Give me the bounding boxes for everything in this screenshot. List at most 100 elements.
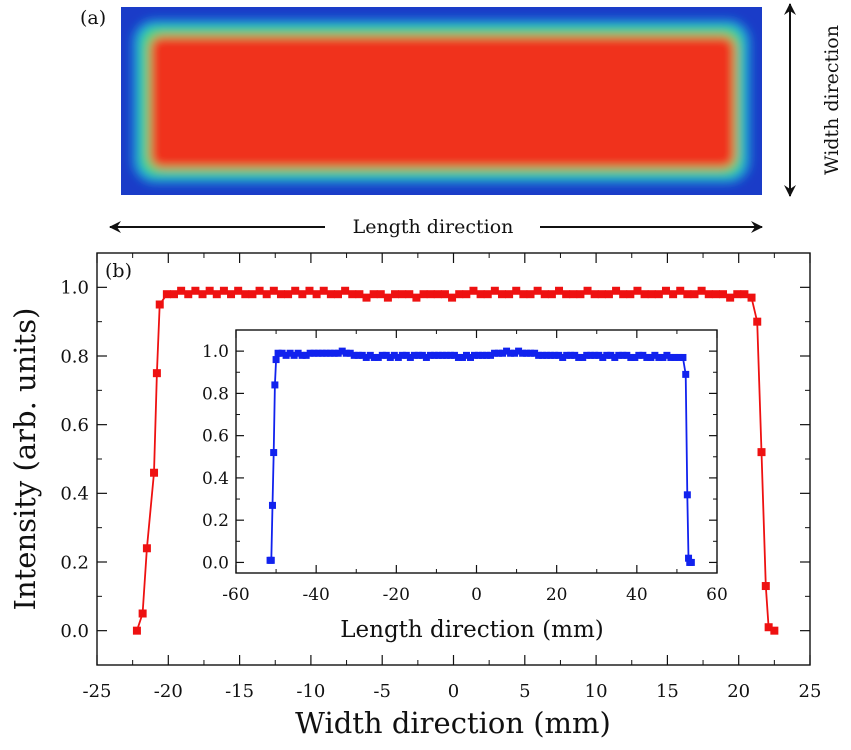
data-point bbox=[412, 293, 421, 302]
data-point bbox=[687, 558, 695, 566]
data-point bbox=[555, 351, 563, 359]
data-point bbox=[669, 290, 678, 299]
data-point bbox=[430, 351, 438, 359]
x-tick-label: 25 bbox=[799, 681, 822, 702]
data-point bbox=[227, 290, 236, 299]
data-point bbox=[604, 290, 613, 299]
data-point bbox=[683, 491, 691, 499]
data-point bbox=[433, 290, 442, 299]
x-tick-label: -40 bbox=[302, 585, 329, 605]
data-point bbox=[571, 351, 579, 359]
data-point bbox=[326, 349, 334, 357]
data-point bbox=[515, 347, 523, 355]
data-point bbox=[647, 290, 656, 299]
y-tick-label: 0.2 bbox=[202, 511, 229, 531]
data-point bbox=[590, 290, 599, 299]
data-point bbox=[535, 351, 543, 359]
x-tick-label: -15 bbox=[225, 681, 254, 702]
data-point bbox=[334, 349, 342, 357]
data-point bbox=[286, 349, 294, 357]
data-point bbox=[318, 349, 326, 357]
data-point bbox=[278, 349, 286, 357]
data-point bbox=[679, 353, 687, 361]
inset-axis-ticks bbox=[235, 330, 718, 573]
y-tick-label: 0.0 bbox=[60, 621, 89, 642]
data-point bbox=[354, 351, 362, 359]
data-point bbox=[470, 351, 478, 359]
data-point bbox=[523, 349, 531, 357]
data-point bbox=[152, 369, 161, 378]
data-point bbox=[583, 351, 591, 359]
data-point bbox=[241, 290, 250, 299]
data-point bbox=[376, 290, 385, 299]
data-point bbox=[184, 290, 193, 299]
data-point bbox=[483, 351, 491, 359]
data-point bbox=[740, 290, 749, 299]
data-point bbox=[640, 290, 649, 299]
data-point bbox=[747, 293, 756, 302]
data-point bbox=[322, 349, 330, 357]
data-point bbox=[248, 290, 257, 299]
data-point bbox=[333, 290, 342, 299]
data-point bbox=[155, 300, 164, 309]
data-point bbox=[675, 353, 683, 361]
data-point bbox=[547, 290, 556, 299]
data-point bbox=[450, 351, 458, 359]
x-tick-label: -25 bbox=[83, 681, 112, 702]
data-point bbox=[770, 626, 779, 635]
main-axis-tick-labels: -25 -20 -15 -10 -5 0 5 10 15 20 25 0.0 0.2 0.4 0.6 0.8 1… bbox=[60, 278, 821, 702]
data-point bbox=[391, 290, 400, 299]
panel-a-label: (a) bbox=[80, 7, 106, 29]
data-point bbox=[595, 351, 603, 359]
data-point bbox=[531, 349, 539, 357]
data-point bbox=[350, 351, 358, 359]
data-point bbox=[579, 353, 587, 361]
data-point bbox=[757, 448, 766, 457]
data-point bbox=[533, 286, 542, 295]
data-point bbox=[346, 349, 354, 357]
data-point bbox=[298, 290, 307, 299]
data-point bbox=[519, 290, 528, 299]
data-point bbox=[290, 351, 298, 359]
data-point bbox=[551, 351, 559, 359]
data-point bbox=[310, 349, 318, 357]
data-point bbox=[362, 293, 371, 302]
data-point bbox=[567, 351, 575, 359]
data-point bbox=[559, 353, 567, 361]
x-tick-label: -10 bbox=[296, 681, 325, 702]
data-point bbox=[419, 290, 428, 299]
data-point bbox=[338, 347, 346, 355]
data-point bbox=[733, 290, 742, 299]
data-point bbox=[410, 351, 418, 359]
data-point bbox=[302, 351, 310, 359]
data-point bbox=[704, 290, 713, 299]
data-point bbox=[612, 286, 621, 295]
data-point bbox=[440, 290, 449, 299]
data-point bbox=[563, 351, 571, 359]
data-point bbox=[647, 353, 655, 361]
data-point bbox=[402, 351, 410, 359]
data-point bbox=[267, 556, 275, 564]
data-point bbox=[583, 286, 592, 295]
inset-series bbox=[266, 347, 695, 566]
x-tick-label: 0 bbox=[471, 585, 482, 605]
data-point bbox=[394, 353, 402, 361]
data-point bbox=[626, 290, 635, 299]
inset-x-axis-label: Length direction (mm) bbox=[340, 617, 604, 643]
inset-plot-bg bbox=[236, 330, 717, 573]
data-point bbox=[633, 286, 642, 295]
data-point bbox=[487, 351, 495, 359]
data-point bbox=[326, 290, 335, 299]
data-point bbox=[654, 290, 663, 299]
x-tick-label: 60 bbox=[706, 585, 728, 605]
data-point bbox=[212, 290, 221, 299]
data-point bbox=[454, 353, 462, 361]
x-tick-label: 40 bbox=[626, 585, 648, 605]
data-point bbox=[358, 351, 366, 359]
data-point bbox=[682, 370, 690, 378]
y-tick-label: 0.6 bbox=[202, 427, 229, 447]
data-point bbox=[269, 286, 278, 295]
data-point bbox=[697, 286, 706, 295]
beam-core bbox=[150, 36, 735, 168]
data-point bbox=[623, 351, 631, 359]
